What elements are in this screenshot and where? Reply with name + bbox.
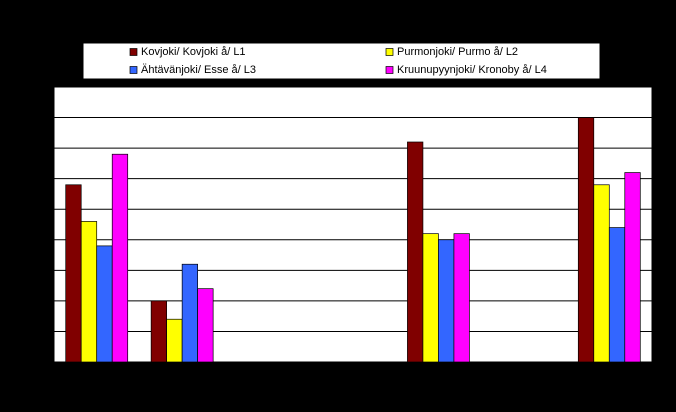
legend-swatch xyxy=(385,48,394,56)
bar xyxy=(80,221,98,363)
bar xyxy=(593,184,610,363)
bar xyxy=(181,263,198,363)
bar xyxy=(65,184,82,363)
legend-label: Kovjoki/ Kovjoki å/ L1 xyxy=(141,46,246,58)
bar xyxy=(624,172,641,363)
bar xyxy=(438,239,455,363)
bar xyxy=(96,245,113,363)
legend-swatch xyxy=(129,48,138,56)
legend-swatch xyxy=(129,66,138,74)
bar xyxy=(608,227,626,363)
legend-label: Purmonjoki/ Purmo å/ L2 xyxy=(397,46,518,58)
bar xyxy=(422,233,439,363)
bar xyxy=(407,141,424,363)
bar xyxy=(111,153,129,363)
plot-area xyxy=(53,86,653,363)
legend-label: Ähtävänjoki/ Esse å/ L3 xyxy=(141,64,256,76)
bar xyxy=(577,117,595,363)
bar xyxy=(150,300,167,363)
bar xyxy=(453,233,470,363)
legend-swatch xyxy=(385,66,394,74)
legend-box xyxy=(82,42,601,80)
legend-label: Kruunupyynjoki/ Kronoby å/ L4 xyxy=(397,64,547,76)
bar xyxy=(197,288,214,363)
bar xyxy=(166,318,183,363)
